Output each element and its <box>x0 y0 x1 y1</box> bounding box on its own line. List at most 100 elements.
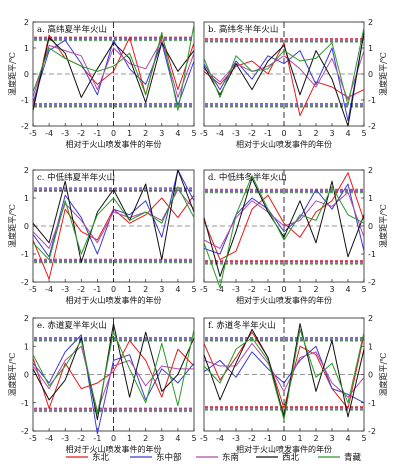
panel-a-x-tick-label: 1 <box>127 129 132 138</box>
panel-e-title: e. 赤道夏半年火山 <box>37 320 107 331</box>
panel-e-y-axis-label: 温度距平/℃ <box>7 353 17 397</box>
panel-a-y-tick-label: 1 <box>24 44 29 53</box>
panel-a-series-3 <box>32 37 195 111</box>
panel-d-y-tick-label: 1 <box>368 194 373 203</box>
panel-f-y-axis-label: 温度距平/℃ <box>378 353 388 397</box>
panel-c-y-tick-label: -2 <box>21 278 29 287</box>
panel-f-y-tick-label: 2 <box>368 314 373 323</box>
panel-c-y-tick-label: 2 <box>24 166 29 175</box>
legend-label-1: 东中部 <box>156 452 182 463</box>
panel-c-x-tick-label: -2 <box>77 285 85 294</box>
panel-d-x-tick-label: -5 <box>200 285 208 294</box>
panel-c-y-tick-label: -1 <box>21 250 29 259</box>
panel-d-series-2 <box>203 191 365 249</box>
panel-d-y-tick-label: -2 <box>368 278 376 287</box>
panel-c-x-tick-label: 4 <box>175 285 180 294</box>
panel-e-y-tick-label: -1 <box>21 399 29 408</box>
panel-f-x-tick-label: 5 <box>361 434 366 443</box>
panel-a-x-tick-label: 3 <box>159 129 164 138</box>
panel-c-y-tick-label: 1 <box>24 194 29 203</box>
panel-f-y-tick-label: -2 <box>368 427 376 436</box>
panel-a-x-tick-label: 0 <box>111 129 116 138</box>
panel-e-x-tick-label: 0 <box>111 434 116 443</box>
panel-a-title: a. 高纬夏半年火山 <box>37 24 107 35</box>
panel-b-x-tick-label: -2 <box>248 129 256 138</box>
panel-f-x-tick-label: 1 <box>297 434 302 443</box>
panel-f-title: f. 赤道冬半年火山 <box>208 320 276 331</box>
panel-e-x-tick-label: 1 <box>127 434 132 443</box>
panel-e-series-2 <box>32 345 194 412</box>
panel-e-x-tick-label: -3 <box>61 434 69 443</box>
panel-d-x-tick-label: -4 <box>216 285 224 294</box>
panel-a-x-tick-label: -3 <box>61 129 69 138</box>
panel-d-series-4 <box>203 175 365 289</box>
panel-a-y-axis-label: 温度距平/℃ <box>7 52 17 96</box>
panel-d-x-tick-label: 0 <box>281 285 286 294</box>
panel-a-x-tick-label: 5 <box>191 129 196 138</box>
panel-c-x-axis-label: 相对于火山喷发事件的年份 <box>66 295 162 305</box>
panel-d-y-axis-label: 温度距平/℃ <box>378 204 388 248</box>
panel-e-y-tick-label: 1 <box>24 342 29 351</box>
panel-a-x-tick-label: -4 <box>45 129 53 138</box>
panel-c-title: c. 中低纬夏半年火山 <box>37 172 115 183</box>
panel-f-y-tick-label: 1 <box>368 342 373 351</box>
panel-b-y-tick-label: 0 <box>368 70 373 79</box>
panel-d-x-tick-label: -1 <box>264 285 272 294</box>
panel-e-x-tick-label: 3 <box>159 434 164 443</box>
panel-c-series-4 <box>32 186 195 261</box>
panel-e-y-tick-label: 0 <box>24 371 29 380</box>
panel-f-x-tick-label: -2 <box>248 434 256 443</box>
panel-c-x-tick-label: 3 <box>159 285 164 294</box>
panel-d-x-axis-label: 相对于火山喷发事件的年份 <box>236 295 332 305</box>
panel-b-title: b. 高纬冬半年火山 <box>208 24 278 35</box>
panel-c-x-tick-label: -3 <box>61 285 69 294</box>
panel-d-x-tick-label: 3 <box>329 285 334 294</box>
panel-c-x-tick-label: 0 <box>111 285 116 294</box>
panel-b-series-0 <box>203 42 365 117</box>
panel-d-title: d. 中低纬冬半年火山 <box>208 172 287 183</box>
panel-e-x-tick-label: -2 <box>77 434 85 443</box>
panel-e-y-tick-label: 2 <box>24 314 29 323</box>
panel-a-x-tick-label: -1 <box>93 129 101 138</box>
panel-c-x-tick-label: -5 <box>29 285 37 294</box>
panel-c-x-tick-label: 5 <box>191 285 196 294</box>
panel-f-x-tick-label: 0 <box>281 434 286 443</box>
panel-f-x-tick-label: -5 <box>200 434 208 443</box>
legend-label-3: 西北 <box>282 453 300 463</box>
panel-b-y-tick-label: 2 <box>368 18 373 27</box>
panel-b-x-tick-label: 1 <box>297 129 302 138</box>
panel-e-y-tick-label: -2 <box>21 427 29 436</box>
panel-a-series-4 <box>32 24 195 111</box>
panel-e-x-axis-label: 相对于火山喷发事件的年份 <box>66 444 162 454</box>
panel-b-series-4 <box>203 27 365 106</box>
panel-f-x-tick-label: 2 <box>313 434 318 443</box>
panel-d-x-tick-label: 1 <box>297 285 302 294</box>
panel-d-series-0 <box>203 172 365 261</box>
panel-a-series-1 <box>32 39 195 106</box>
panel-f-x-tick-label: -4 <box>216 434 224 443</box>
panel-f-x-tick-label: -1 <box>264 434 272 443</box>
panel-d-y-tick-label: 2 <box>368 166 373 175</box>
panel-e-x-tick-label: 5 <box>191 434 196 443</box>
panel-c-series-3 <box>32 169 195 263</box>
legend-label-2: 东南 <box>222 452 239 463</box>
panel-f-x-tick-label: 4 <box>345 434 350 443</box>
panel-b-x-tick-label: 5 <box>361 129 366 138</box>
panel-f-x-axis-label: 相对于火山喷发事件的年份 <box>236 444 332 454</box>
panel-b-x-tick-label: 2 <box>313 129 318 138</box>
panel-a-y-tick-label: 0 <box>24 70 29 79</box>
panel-a-x-tick-label: 4 <box>175 129 180 138</box>
panel-e-x-tick-label: -4 <box>45 434 53 443</box>
panel-c-y-tick-label: 0 <box>24 222 29 231</box>
panel-f-series-4 <box>203 328 365 421</box>
panel-d-x-tick-label: -2 <box>248 285 256 294</box>
panel-c-x-tick-label: 2 <box>143 285 148 294</box>
panel-e-series-4 <box>32 329 195 415</box>
panel-f-x-tick-label: 3 <box>329 434 334 443</box>
panel-e-series-3 <box>32 323 195 421</box>
panel-e-series-1 <box>32 334 195 435</box>
panel-b-y-tick-label: 1 <box>368 44 373 53</box>
panel-b-x-tick-label: 3 <box>329 129 334 138</box>
panel-b-y-tick-label: -1 <box>368 96 376 105</box>
panel-a-x-tick-label: -5 <box>29 129 37 138</box>
